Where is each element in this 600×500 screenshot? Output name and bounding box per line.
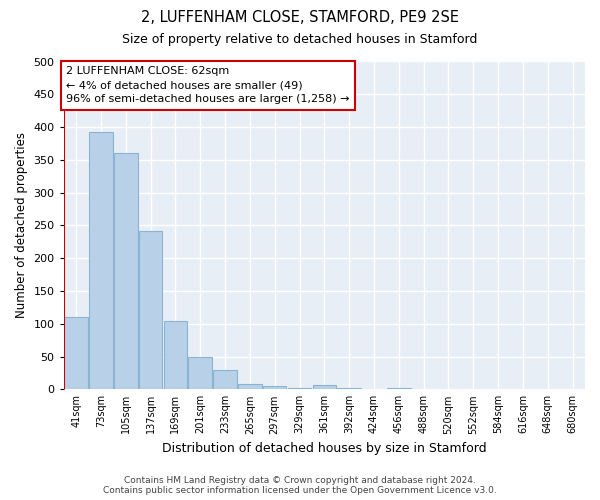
Bar xyxy=(263,386,286,390)
Bar xyxy=(561,388,584,390)
Text: 2 LUFFENHAM CLOSE: 62sqm
← 4% of detached houses are smaller (49)
96% of semi-de: 2 LUFFENHAM CLOSE: 62sqm ← 4% of detache… xyxy=(67,66,350,104)
Bar xyxy=(164,321,187,390)
Bar xyxy=(114,154,137,390)
Text: Contains HM Land Registry data © Crown copyright and database right 2024.
Contai: Contains HM Land Registry data © Crown c… xyxy=(103,476,497,495)
Bar xyxy=(188,356,212,390)
Bar xyxy=(139,230,163,390)
Bar xyxy=(213,370,237,390)
Bar xyxy=(89,132,113,390)
Bar xyxy=(337,388,361,390)
Y-axis label: Number of detached properties: Number of detached properties xyxy=(15,132,28,318)
Text: 2, LUFFENHAM CLOSE, STAMFORD, PE9 2SE: 2, LUFFENHAM CLOSE, STAMFORD, PE9 2SE xyxy=(141,10,459,25)
Bar xyxy=(288,388,311,390)
Bar xyxy=(238,384,262,390)
Bar xyxy=(64,317,88,390)
Bar xyxy=(313,386,336,390)
Bar xyxy=(437,388,460,390)
Text: Size of property relative to detached houses in Stamford: Size of property relative to detached ho… xyxy=(122,32,478,46)
X-axis label: Distribution of detached houses by size in Stamford: Distribution of detached houses by size … xyxy=(162,442,487,455)
Bar xyxy=(387,388,410,390)
